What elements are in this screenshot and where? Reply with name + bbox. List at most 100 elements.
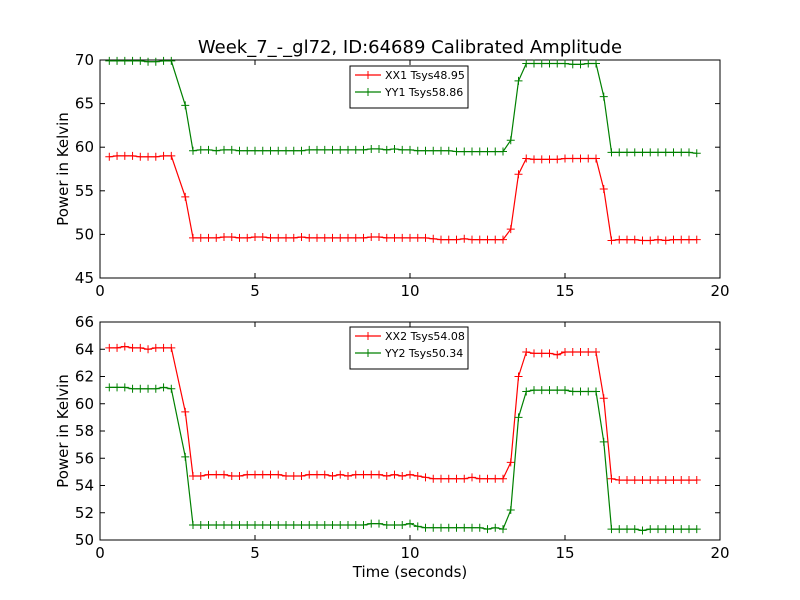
data-point — [105, 56, 114, 65]
series-xx — [105, 151, 701, 245]
data-point — [189, 146, 197, 155]
data-point — [274, 233, 283, 242]
data-point — [181, 452, 190, 461]
y-tick-label: 60 — [75, 138, 94, 156]
y-tick-label: 50 — [75, 225, 94, 243]
data-point — [460, 234, 469, 243]
data-point — [537, 155, 546, 164]
data-point — [136, 384, 145, 393]
data-point — [545, 349, 554, 358]
data-point — [367, 519, 376, 528]
x-tick-label: 15 — [555, 544, 574, 562]
data-point — [367, 144, 376, 153]
legend-marker — [364, 71, 372, 79]
data-point — [196, 233, 205, 242]
data-point — [646, 236, 655, 245]
data-point — [437, 474, 445, 483]
data-point — [475, 523, 484, 532]
data-point — [561, 154, 569, 163]
data-point — [537, 386, 546, 395]
data-point — [320, 145, 329, 154]
data-point — [235, 233, 244, 242]
data-point — [113, 151, 122, 160]
data-point — [227, 471, 236, 480]
data-point — [561, 347, 569, 356]
data-point — [444, 523, 453, 532]
series-xx — [105, 342, 701, 485]
legend-box — [349, 326, 469, 370]
data-point — [398, 471, 407, 480]
data-point — [615, 148, 624, 157]
data-point — [460, 147, 469, 156]
data-point — [607, 525, 616, 534]
data-point — [615, 235, 624, 244]
data-point — [251, 233, 259, 242]
data-point — [313, 470, 321, 479]
data-point — [336, 145, 345, 154]
data-point — [282, 146, 290, 155]
data-point — [568, 387, 577, 396]
data-point — [444, 146, 453, 155]
data-point — [313, 521, 321, 530]
data-point — [320, 233, 329, 242]
data-point — [638, 236, 647, 245]
data-point — [460, 523, 469, 532]
data-point — [105, 343, 114, 352]
x-tick-label: 20 — [710, 282, 729, 300]
data-point — [452, 235, 461, 244]
data-point — [220, 233, 228, 242]
data-point — [468, 523, 476, 532]
data-point — [382, 145, 391, 154]
data-point — [344, 145, 352, 154]
data-point — [167, 151, 176, 160]
legend-marker — [364, 332, 372, 340]
data-point — [506, 225, 515, 234]
data-point — [128, 151, 137, 160]
y-tick-label: 54 — [75, 477, 94, 495]
data-point — [669, 235, 678, 244]
data-point — [120, 56, 129, 65]
y-tick-label: 50 — [75, 531, 94, 549]
data-point — [266, 470, 275, 479]
data-point — [522, 154, 531, 163]
data-point — [289, 146, 298, 155]
data-point — [646, 476, 655, 485]
data-point — [196, 471, 205, 480]
data-point — [212, 470, 221, 479]
data-point — [654, 525, 662, 534]
data-point — [243, 146, 252, 155]
data-point — [491, 474, 500, 483]
data-point — [251, 146, 259, 155]
legend-marker — [364, 349, 372, 357]
data-point — [196, 145, 205, 154]
data-point — [638, 526, 647, 535]
data-point — [437, 523, 445, 532]
data-point — [136, 56, 145, 65]
data-point — [398, 521, 407, 530]
data-point — [584, 347, 593, 356]
data-point — [212, 521, 221, 530]
data-point — [167, 343, 176, 352]
data-point — [654, 235, 662, 244]
data-point — [113, 383, 122, 392]
data-point — [328, 471, 337, 480]
data-point — [289, 233, 298, 242]
data-point — [475, 235, 484, 244]
data-point — [568, 347, 577, 356]
data-point — [576, 154, 585, 163]
data-point — [266, 146, 275, 155]
data-point — [128, 384, 137, 393]
data-point — [669, 525, 678, 534]
data-point — [444, 235, 453, 244]
data-point — [258, 470, 267, 479]
data-point — [390, 144, 399, 153]
data-point — [243, 470, 252, 479]
data-point — [413, 471, 422, 480]
data-point — [468, 235, 476, 244]
y-tick-label: 52 — [75, 504, 94, 522]
y-tick-label: 66 — [75, 313, 94, 331]
data-point — [297, 146, 306, 155]
x-tick-label: 20 — [710, 544, 729, 562]
x-tick-label: 0 — [95, 282, 105, 300]
